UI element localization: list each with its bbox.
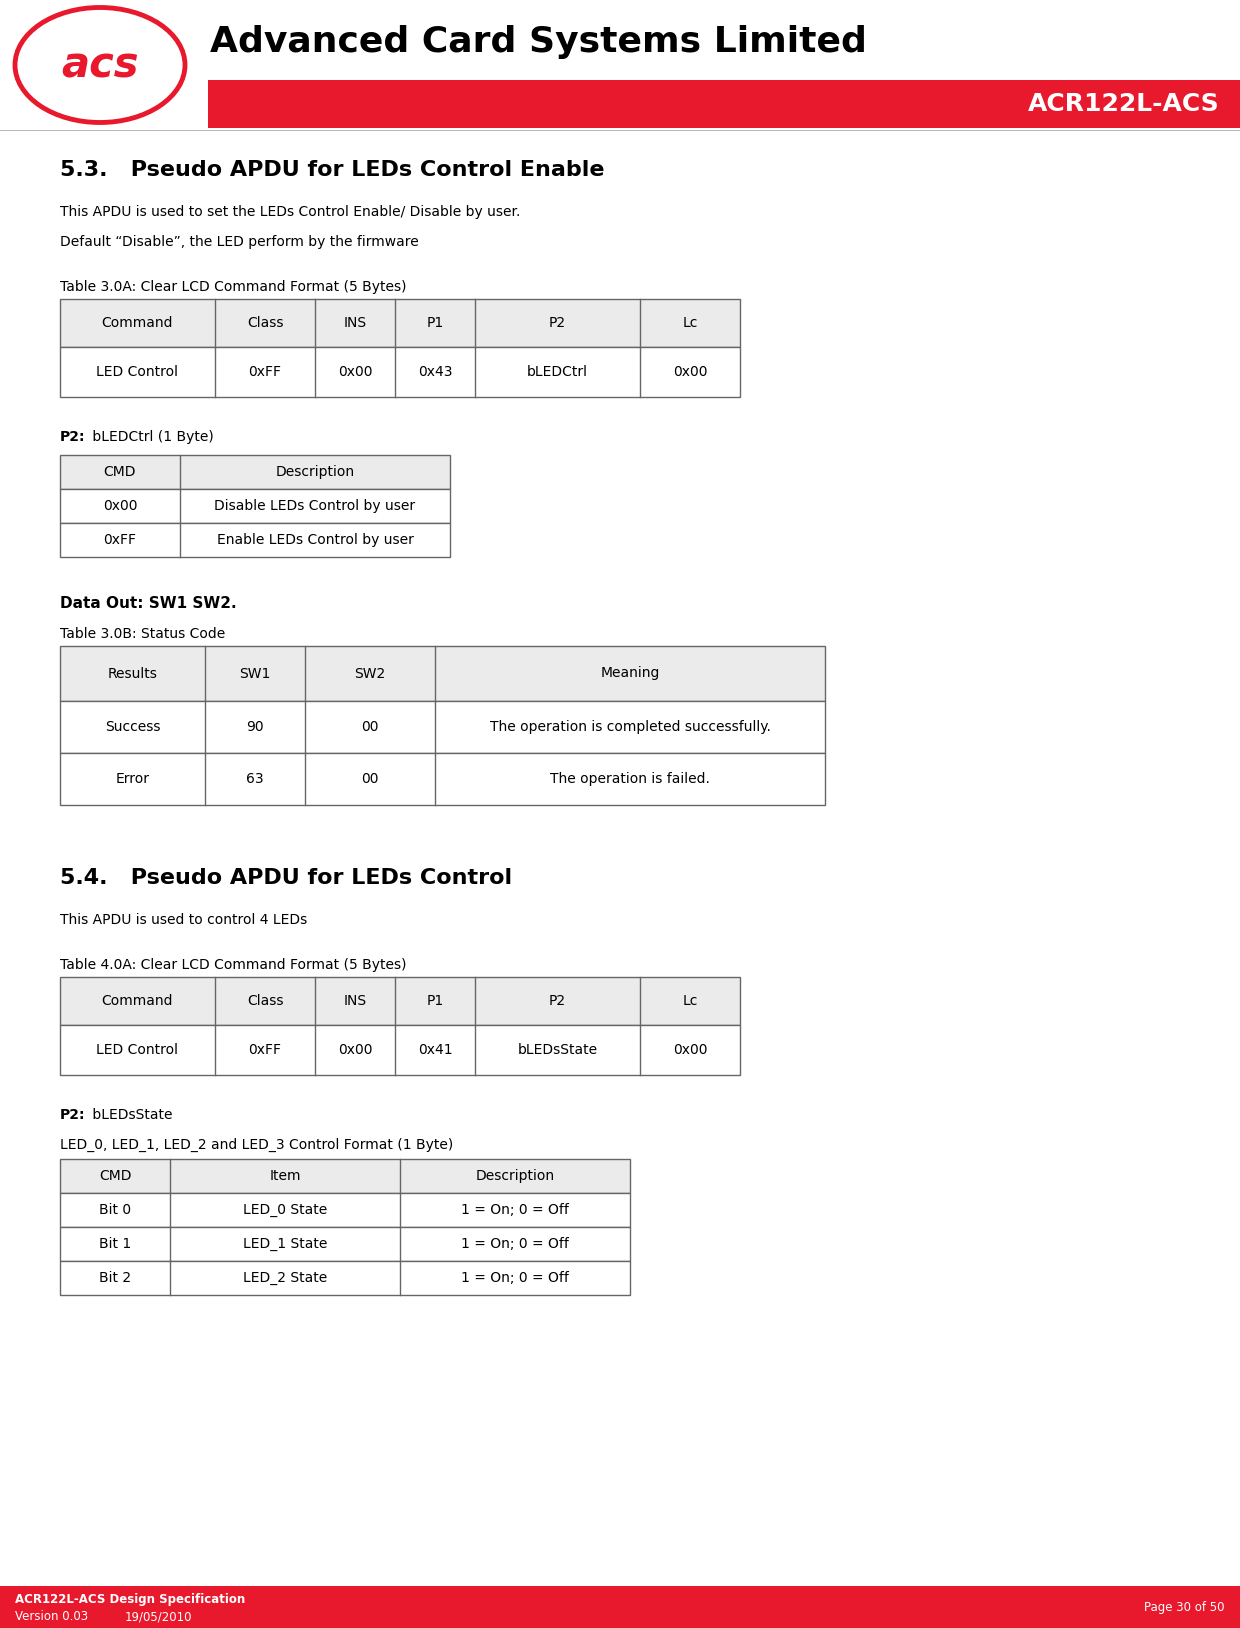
Text: Command: Command	[102, 995, 174, 1008]
Text: bLEDsState: bLEDsState	[88, 1109, 172, 1122]
Text: bLEDCtrl: bLEDCtrl	[527, 365, 588, 379]
Text: Success: Success	[104, 720, 160, 734]
Text: 00: 00	[361, 772, 378, 786]
Text: The operation is failed.: The operation is failed.	[551, 772, 711, 786]
Text: 1 = On; 0 = Off: 1 = On; 0 = Off	[461, 1203, 569, 1218]
Text: Meaning: Meaning	[600, 666, 660, 681]
Text: bLEDCtrl (1 Byte): bLEDCtrl (1 Byte)	[88, 430, 213, 444]
Text: 0x43: 0x43	[418, 365, 453, 379]
Text: Description: Description	[275, 466, 355, 479]
Text: Table 4.0A: Clear LCD Command Format (5 Bytes): Table 4.0A: Clear LCD Command Format (5 …	[60, 957, 407, 972]
Text: LED_0, LED_1, LED_2 and LED_3 Control Format (1 Byte): LED_0, LED_1, LED_2 and LED_3 Control Fo…	[60, 1138, 454, 1153]
Text: LED_0 State: LED_0 State	[243, 1203, 327, 1218]
Text: Error: Error	[115, 772, 150, 786]
Text: Command: Command	[102, 316, 174, 330]
Bar	[60, 300, 740, 347]
Text: Enable LEDs Control by user: Enable LEDs Control by user	[217, 532, 413, 547]
Text: Version 0.03: Version 0.03	[15, 1610, 88, 1623]
Bar	[60, 523, 450, 557]
Text: P2: P2	[549, 316, 567, 330]
Text: 0xFF: 0xFF	[103, 532, 136, 547]
Bar	[60, 347, 740, 397]
Text: Page 30 of 50: Page 30 of 50	[1145, 1600, 1225, 1613]
Text: 5.3.   Pseudo APDU for LEDs Control Enable: 5.3. Pseudo APDU for LEDs Control Enable	[60, 160, 605, 181]
Bar	[0, 1586, 1240, 1628]
Bar	[60, 1159, 630, 1193]
Text: This APDU is used to control 4 LEDs: This APDU is used to control 4 LEDs	[60, 913, 308, 926]
Text: Class: Class	[247, 316, 283, 330]
Text: 0x00: 0x00	[337, 1044, 372, 1057]
Bar	[208, 80, 1240, 129]
Text: Default “Disable”, the LED perform by the firmware: Default “Disable”, the LED perform by th…	[60, 234, 419, 249]
Text: This APDU is used to set the LEDs Control Enable/ Disable by user.: This APDU is used to set the LEDs Contro…	[60, 205, 521, 220]
Bar	[60, 1193, 630, 1228]
Bar	[0, 0, 1240, 130]
Bar	[60, 977, 740, 1026]
Text: LED Control: LED Control	[97, 1044, 179, 1057]
Text: LED Control: LED Control	[97, 365, 179, 379]
Text: 0x41: 0x41	[418, 1044, 453, 1057]
Text: 0x00: 0x00	[337, 365, 372, 379]
Text: SW1: SW1	[239, 666, 270, 681]
Text: Lc: Lc	[682, 316, 698, 330]
Text: INS: INS	[343, 316, 367, 330]
Text: Item: Item	[269, 1169, 301, 1184]
Text: The operation is completed successfully.: The operation is completed successfully.	[490, 720, 770, 734]
Bar	[60, 702, 825, 754]
Text: 0x00: 0x00	[673, 365, 707, 379]
Text: Lc: Lc	[682, 995, 698, 1008]
Text: LED_2 State: LED_2 State	[243, 1271, 327, 1284]
Bar	[60, 454, 450, 488]
Text: 0xFF: 0xFF	[248, 365, 281, 379]
Text: INS: INS	[343, 995, 367, 1008]
Text: 90: 90	[247, 720, 264, 734]
Ellipse shape	[15, 8, 185, 122]
Bar	[60, 754, 825, 804]
Text: Disable LEDs Control by user: Disable LEDs Control by user	[215, 500, 415, 513]
Text: acs: acs	[61, 44, 139, 86]
Bar	[60, 646, 825, 702]
Text: 0xFF: 0xFF	[248, 1044, 281, 1057]
Text: 0x00: 0x00	[103, 500, 138, 513]
Text: Results: Results	[108, 666, 157, 681]
Text: CMD: CMD	[104, 466, 136, 479]
Text: P2: P2	[549, 995, 567, 1008]
Bar	[60, 1228, 630, 1262]
Bar	[60, 1262, 630, 1294]
Text: P1: P1	[427, 316, 444, 330]
Text: ACR122L-ACS: ACR122L-ACS	[1028, 93, 1220, 116]
Text: Bit 0: Bit 0	[99, 1203, 131, 1218]
Text: 1 = On; 0 = Off: 1 = On; 0 = Off	[461, 1271, 569, 1284]
Text: ACR122L-ACS Design Specification: ACR122L-ACS Design Specification	[15, 1594, 246, 1607]
Text: 5.4.   Pseudo APDU for LEDs Control: 5.4. Pseudo APDU for LEDs Control	[60, 868, 512, 887]
Text: P1: P1	[427, 995, 444, 1008]
Text: Table 3.0B: Status Code: Table 3.0B: Status Code	[60, 627, 226, 641]
Text: P2:: P2:	[60, 1109, 86, 1122]
Text: 19/05/2010: 19/05/2010	[125, 1610, 192, 1623]
Text: Advanced Card Systems Limited: Advanced Card Systems Limited	[210, 24, 867, 59]
Text: Class: Class	[247, 995, 283, 1008]
Text: 1 = On; 0 = Off: 1 = On; 0 = Off	[461, 1237, 569, 1250]
Text: bLEDsState: bLEDsState	[517, 1044, 598, 1057]
Text: Bit 1: Bit 1	[99, 1237, 131, 1250]
Text: CMD: CMD	[99, 1169, 131, 1184]
Text: SW2: SW2	[355, 666, 386, 681]
Bar	[60, 1026, 740, 1074]
Text: 63: 63	[247, 772, 264, 786]
Text: 0x00: 0x00	[673, 1044, 707, 1057]
Text: Table 3.0A: Clear LCD Command Format (5 Bytes): Table 3.0A: Clear LCD Command Format (5 …	[60, 280, 407, 295]
Text: P2:: P2:	[60, 430, 86, 444]
Text: 00: 00	[361, 720, 378, 734]
Bar	[60, 488, 450, 523]
Text: Description: Description	[475, 1169, 554, 1184]
Text: LED_1 State: LED_1 State	[243, 1237, 327, 1250]
Text: Bit 2: Bit 2	[99, 1271, 131, 1284]
Text: Data Out: SW1 SW2.: Data Out: SW1 SW2.	[60, 596, 237, 612]
